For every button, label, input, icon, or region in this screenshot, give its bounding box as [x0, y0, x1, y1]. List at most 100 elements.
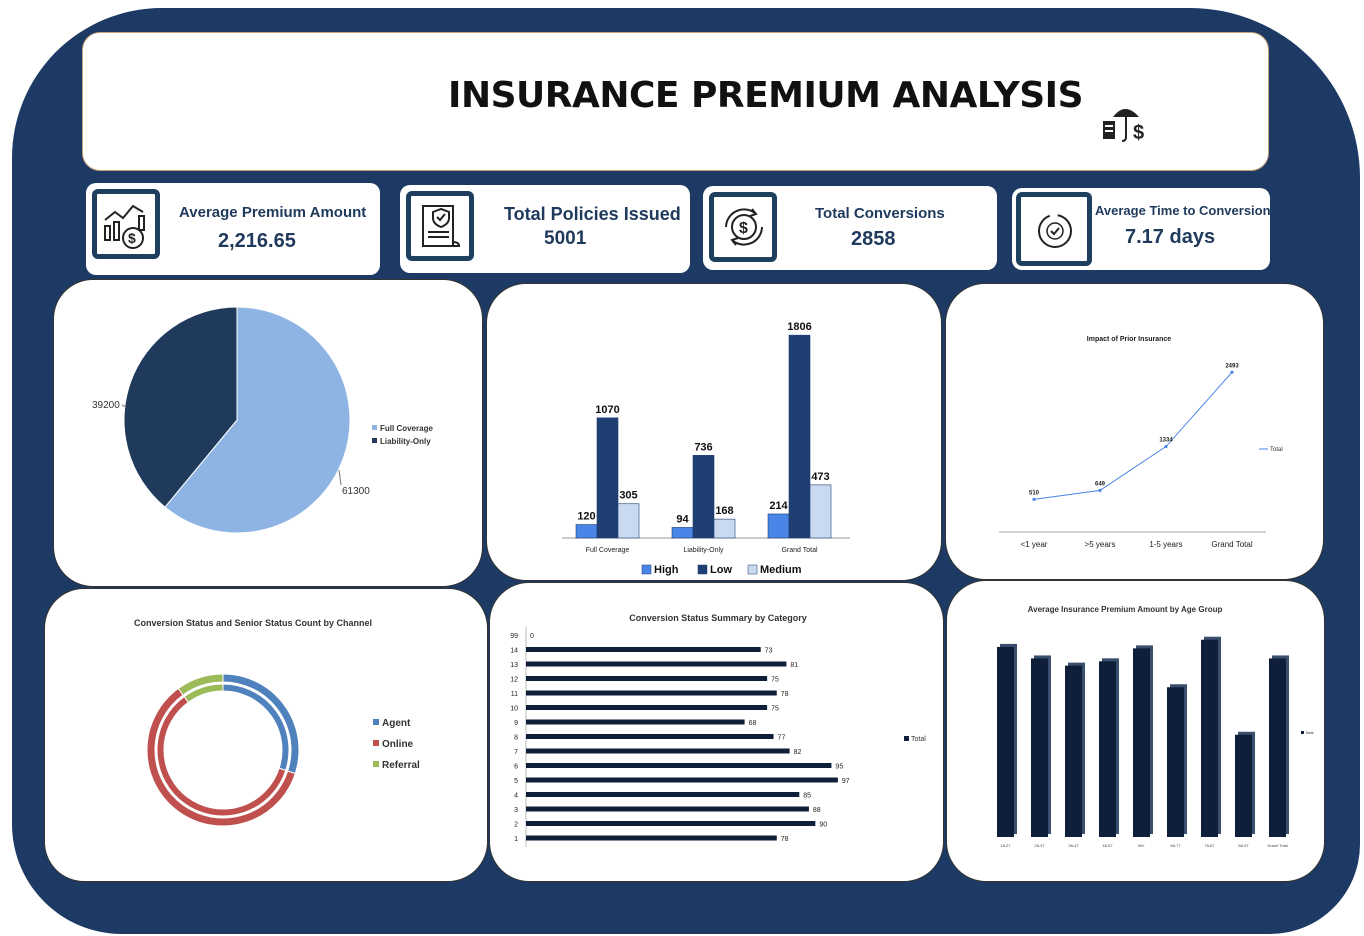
donut-segment	[183, 683, 224, 703]
tick-label: 5	[514, 778, 518, 785]
data-point	[1164, 444, 1168, 449]
tick-label: 13	[510, 662, 518, 669]
data-label: 94	[676, 513, 689, 525]
bar	[526, 748, 790, 754]
leader-line	[121, 404, 127, 408]
leader-line	[338, 469, 342, 486]
tick-label: Grand Total	[1267, 843, 1288, 848]
bar	[526, 792, 800, 797]
channel-donut-chart: Conversion Status and Senior Status Coun…	[134, 618, 420, 827]
bar	[526, 661, 787, 667]
kpi-label: Average Time to Conversion	[1095, 203, 1271, 218]
tick-label: 10	[510, 706, 518, 713]
legend-swatch	[372, 425, 377, 430]
kpi-value: 5001	[544, 228, 587, 249]
chart-title: Average Insurance Premium Amount by Age …	[1028, 605, 1223, 614]
series-line	[1033, 371, 1233, 500]
tick-label: Grand Total	[1211, 540, 1252, 549]
data-label: 39200	[92, 400, 120, 411]
tick-label: >5 years	[1085, 540, 1116, 549]
legend-swatch	[373, 761, 379, 767]
chart-title: Impact of Prior Insurance	[1087, 336, 1172, 343]
tick-label: 12	[510, 677, 518, 684]
data-label: 1334	[1159, 438, 1173, 444]
data-label: 1806	[787, 321, 811, 333]
data-label: 2493	[1225, 363, 1239, 369]
tick-label: 68-77	[1170, 843, 1181, 848]
tick-label: 1-5 years	[1149, 540, 1182, 549]
title-banner: INSURANCE PREMIUM ANALYSIS $	[82, 32, 1269, 171]
legend-label: Medium	[760, 564, 802, 576]
legend-swatch	[747, 564, 758, 575]
data-label: 95	[835, 764, 843, 771]
category-bar-panel: Conversion Status Summary by Category 99 0…	[489, 582, 944, 882]
data-label: 90	[819, 822, 827, 829]
tick-label: 14	[510, 648, 518, 655]
kpi-average-time: Average Time to Conversion 7.17 days	[1012, 188, 1271, 270]
prior-insurance-panel: Impact of Prior Insurance 510 649 1334 2493 <…	[945, 283, 1324, 580]
data-label: 82	[794, 749, 802, 756]
data-label: 81	[790, 662, 798, 669]
legend-label: Liability-Only	[380, 437, 431, 446]
tick-label: 99	[510, 633, 518, 640]
data-label: 214	[769, 500, 788, 512]
bar	[526, 763, 832, 768]
legend-label: Low	[710, 564, 732, 576]
data-label: 75	[771, 677, 779, 684]
data-label: 75	[771, 706, 779, 713]
bar	[997, 646, 1014, 837]
bar	[1099, 661, 1116, 837]
data-label: 649	[1095, 481, 1106, 487]
legend-label: High	[654, 564, 679, 576]
tick-label: <1 year	[1021, 540, 1048, 549]
legend-label: Referral	[382, 760, 420, 771]
data-label: 736	[694, 441, 712, 453]
tick-label: 11	[511, 691, 518, 698]
data-point	[1230, 370, 1234, 374]
bar	[713, 518, 736, 539]
bar	[1201, 639, 1218, 837]
data-label: 68	[749, 720, 757, 727]
data-label: 0	[530, 633, 534, 640]
tick-label: 38-47	[1068, 843, 1079, 848]
coverage-pie-chart: 61300 39200 Full Coverage Liability-Only	[92, 306, 433, 534]
bar	[1065, 665, 1082, 837]
data-label: 61300	[342, 486, 370, 497]
umbrella-dollar-icon: $	[1103, 109, 1144, 144]
dollar-cycle-icon: $	[709, 192, 777, 262]
data-label: 120	[577, 511, 595, 523]
bar	[575, 524, 598, 539]
bar	[526, 777, 838, 783]
legend-swatch	[641, 564, 652, 575]
data-label: 73	[765, 648, 773, 655]
bar	[596, 417, 619, 539]
legend-swatch	[372, 438, 377, 443]
tick-label: 78-87	[1204, 843, 1215, 848]
bar	[671, 527, 694, 539]
legend-swatch	[373, 719, 379, 725]
bar	[617, 503, 640, 539]
data-point	[1032, 497, 1036, 501]
tick-label: 8	[514, 735, 518, 742]
tick-label: 48-57	[1102, 843, 1113, 848]
tick-label: 6	[514, 764, 518, 771]
donut-segment	[156, 695, 287, 817]
bar	[526, 719, 745, 725]
data-label: 97	[842, 778, 850, 785]
coverage-bar-panel: 120 1070 305 Full Coverage 94 736 168 Liability…	[486, 283, 942, 581]
coverage-bar-chart: 120 1070 305 Full Coverage 94 736 168 Liability…	[562, 321, 850, 576]
bar	[526, 835, 777, 841]
kpi-label: Total Policies Issued	[504, 204, 681, 224]
legend-swatch	[1301, 731, 1304, 734]
bar	[767, 513, 790, 539]
legend-label: Total	[911, 736, 926, 743]
legend-label: Agent	[382, 718, 411, 729]
data-label: 77	[778, 735, 786, 742]
tick-label: 3	[514, 807, 518, 814]
legend-label: Online	[382, 739, 414, 750]
tick-label: 9	[514, 720, 518, 727]
kpi-value: 7.17 days	[1125, 226, 1216, 248]
kpi-average-premium: $ Average Premium Amount 2,216.65	[86, 183, 380, 275]
kpi-label: Average Premium Amount	[179, 204, 367, 221]
